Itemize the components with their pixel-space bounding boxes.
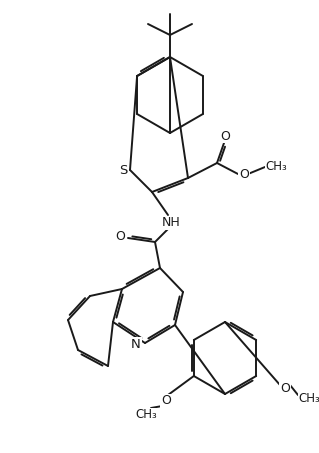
Text: S: S bbox=[119, 164, 127, 177]
Text: CH₃: CH₃ bbox=[265, 159, 287, 173]
Text: O: O bbox=[115, 230, 125, 242]
Text: CH₃: CH₃ bbox=[298, 391, 319, 405]
Text: CH₃: CH₃ bbox=[135, 409, 157, 421]
Text: N: N bbox=[131, 337, 141, 351]
Text: O: O bbox=[220, 130, 230, 143]
Text: O: O bbox=[161, 395, 171, 408]
Text: O: O bbox=[280, 381, 290, 395]
Text: O: O bbox=[239, 169, 249, 182]
Text: NH: NH bbox=[162, 217, 180, 230]
